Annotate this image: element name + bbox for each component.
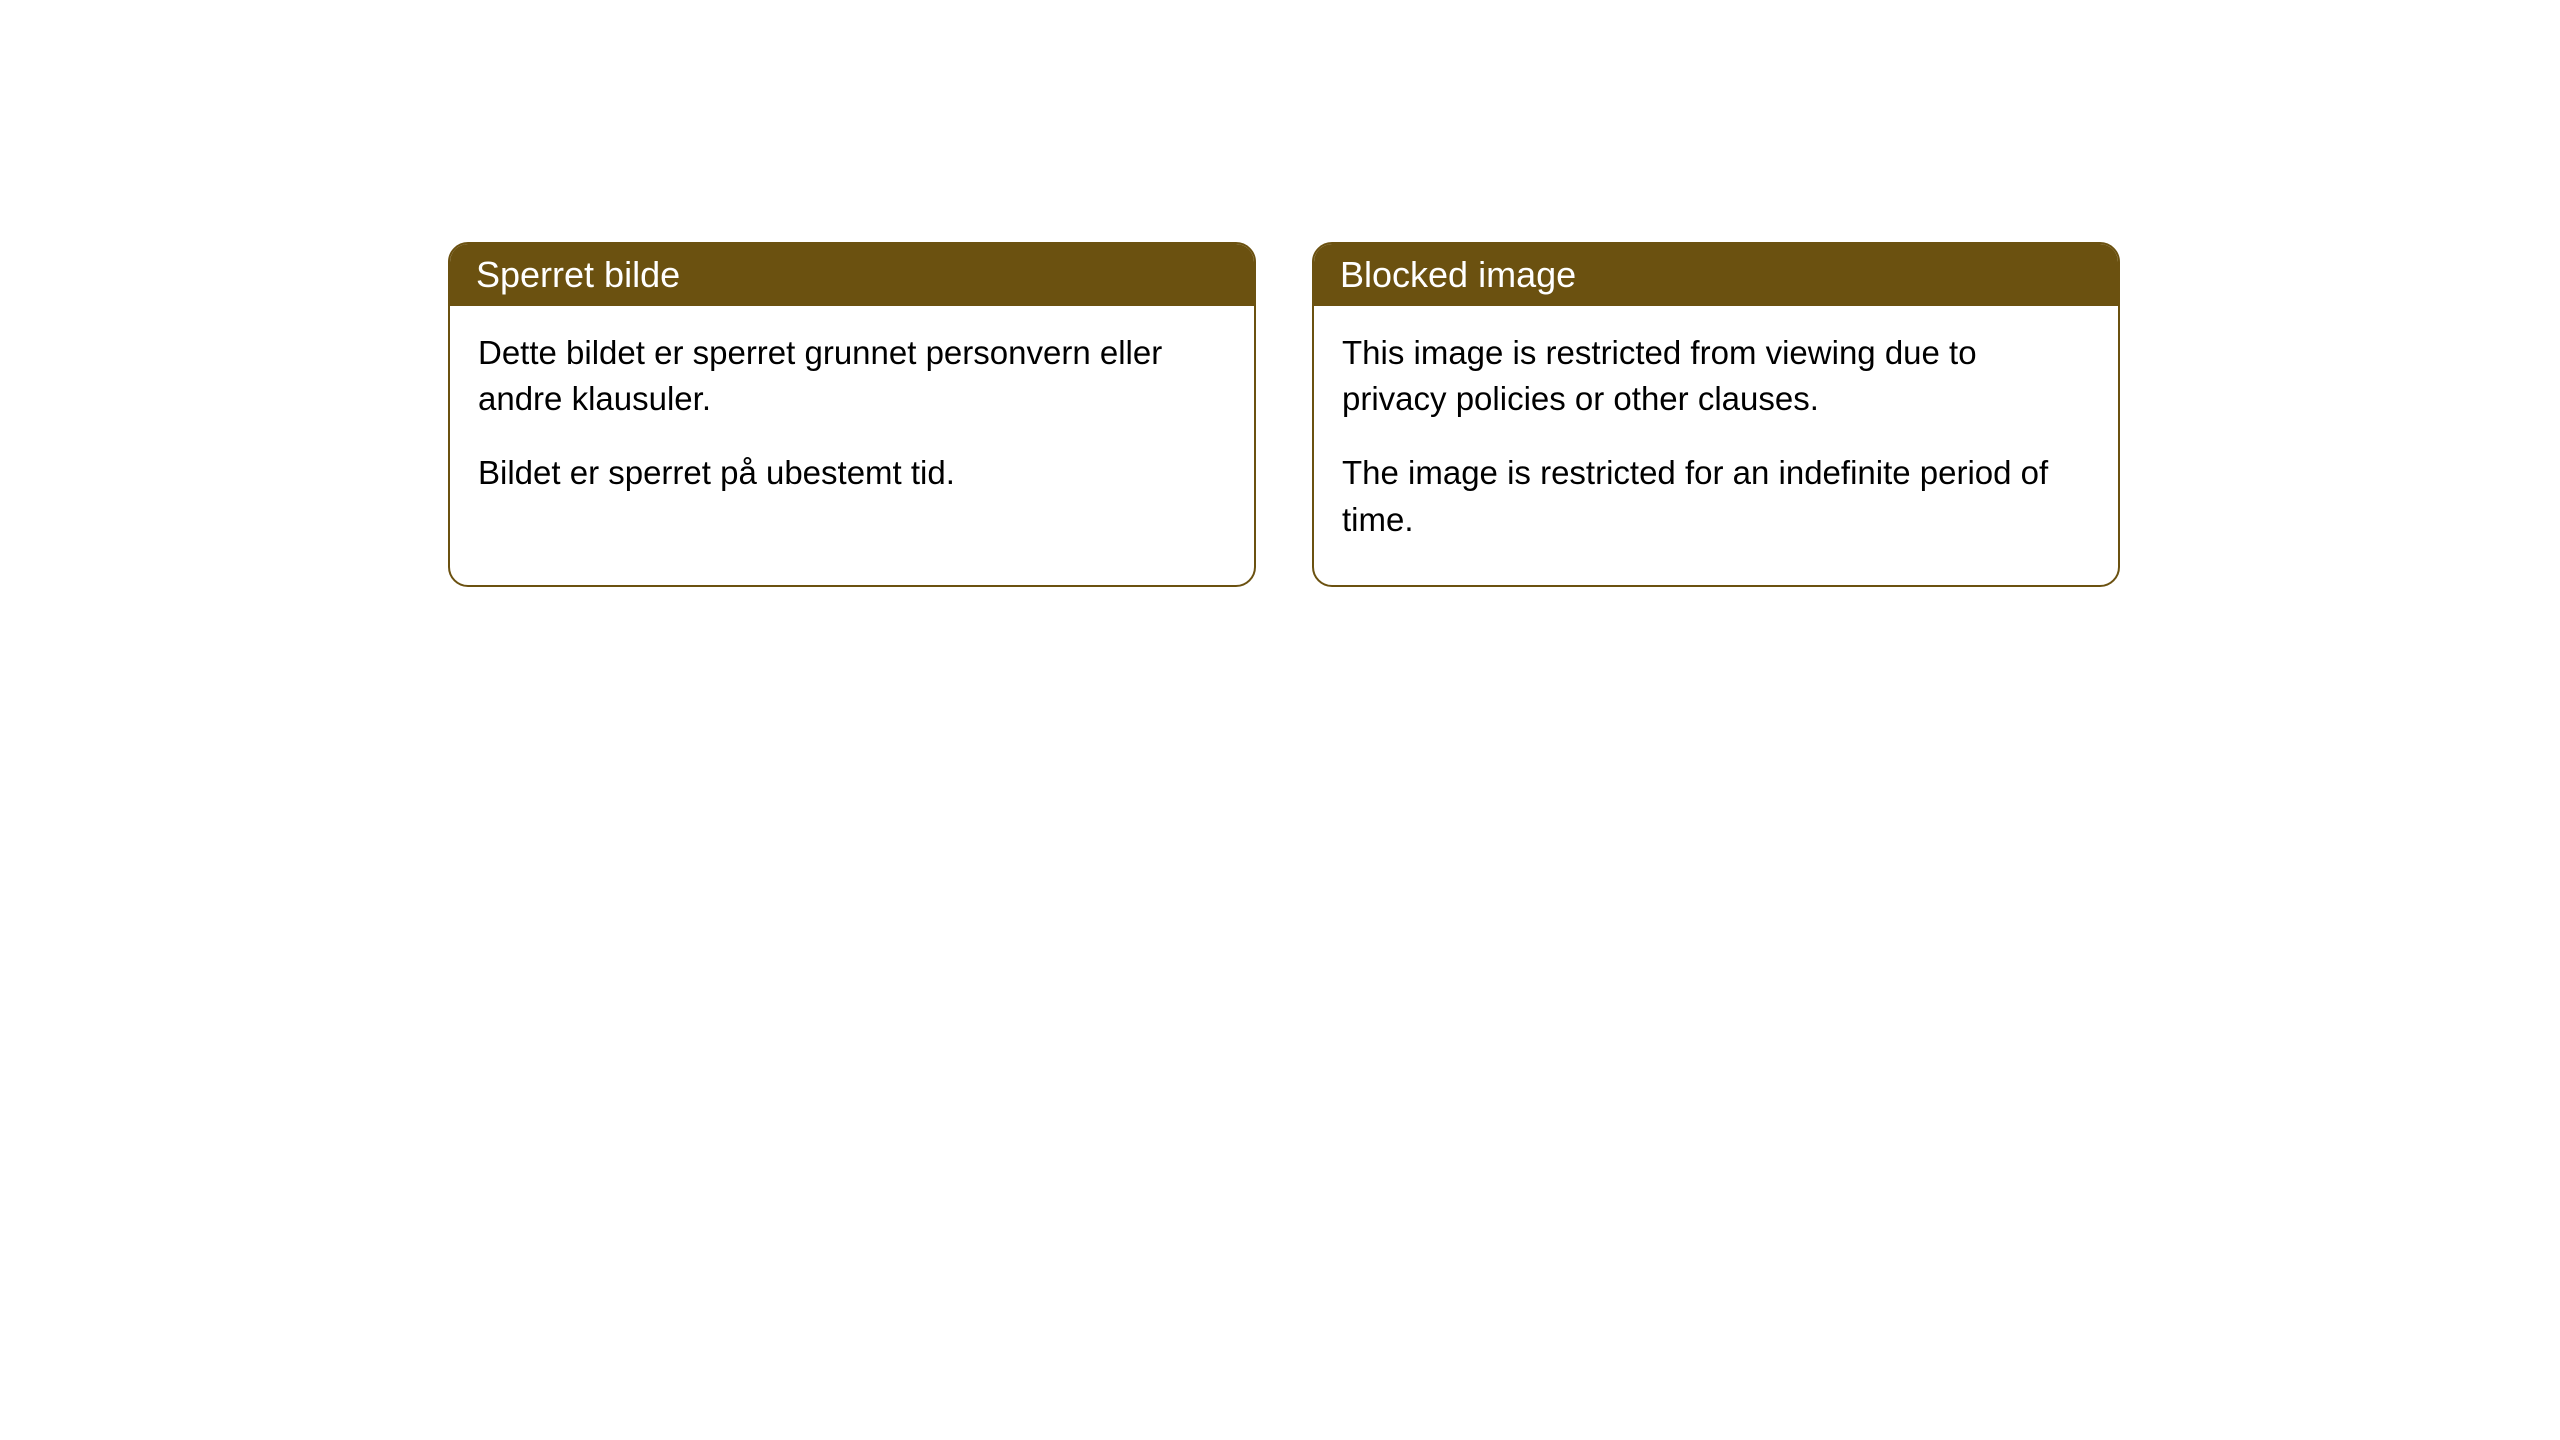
card-header: Blocked image [1314, 244, 2118, 306]
card-title: Blocked image [1340, 254, 1576, 295]
notice-card-norwegian: Sperret bilde Dette bildet er sperret gr… [448, 242, 1256, 587]
card-body: Dette bildet er sperret grunnet personve… [450, 306, 1254, 539]
card-paragraph: Bildet er sperret på ubestemt tid. [478, 450, 1226, 496]
card-body: This image is restricted from viewing du… [1314, 306, 2118, 585]
notice-cards-container: Sperret bilde Dette bildet er sperret gr… [448, 242, 2120, 587]
card-paragraph: Dette bildet er sperret grunnet personve… [478, 330, 1226, 422]
card-paragraph: This image is restricted from viewing du… [1342, 330, 2090, 422]
notice-card-english: Blocked image This image is restricted f… [1312, 242, 2120, 587]
card-paragraph: The image is restricted for an indefinit… [1342, 450, 2090, 542]
card-title: Sperret bilde [476, 254, 680, 295]
card-header: Sperret bilde [450, 244, 1254, 306]
